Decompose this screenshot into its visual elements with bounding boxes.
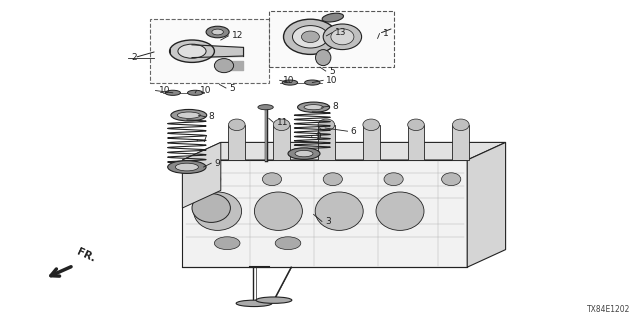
Ellipse shape (206, 26, 229, 38)
Bar (150, 19, 269, 83)
Ellipse shape (165, 90, 180, 95)
Ellipse shape (275, 237, 301, 250)
Ellipse shape (323, 24, 362, 50)
Ellipse shape (442, 173, 461, 186)
Ellipse shape (177, 112, 200, 118)
Text: 10: 10 (200, 86, 211, 95)
Ellipse shape (316, 50, 331, 66)
Ellipse shape (322, 13, 344, 22)
Ellipse shape (214, 59, 234, 73)
Text: 1: 1 (383, 29, 388, 38)
Text: 10: 10 (326, 76, 338, 85)
Text: 10: 10 (159, 86, 170, 95)
Ellipse shape (228, 119, 245, 131)
Ellipse shape (202, 173, 221, 186)
Ellipse shape (284, 19, 337, 54)
Ellipse shape (288, 148, 320, 159)
Bar (228, 125, 245, 160)
Ellipse shape (408, 119, 424, 131)
Ellipse shape (304, 105, 323, 110)
Ellipse shape (254, 192, 302, 230)
Ellipse shape (298, 102, 330, 112)
Ellipse shape (318, 119, 335, 131)
Text: 13: 13 (335, 28, 347, 37)
Text: FR.: FR. (75, 247, 97, 264)
Ellipse shape (214, 237, 240, 250)
Ellipse shape (194, 192, 242, 230)
Text: 2: 2 (131, 53, 137, 62)
Text: 9: 9 (315, 132, 321, 141)
Polygon shape (182, 160, 467, 267)
Text: 5: 5 (329, 67, 335, 76)
Bar (408, 125, 424, 160)
Bar (363, 125, 380, 160)
Ellipse shape (316, 192, 364, 230)
Ellipse shape (262, 173, 282, 186)
Text: 7: 7 (201, 135, 207, 144)
Text: 8: 8 (209, 112, 214, 121)
Polygon shape (182, 142, 506, 160)
Ellipse shape (168, 161, 206, 173)
Text: 10: 10 (283, 76, 294, 85)
Ellipse shape (171, 109, 207, 121)
Text: 6: 6 (351, 127, 356, 136)
Ellipse shape (363, 119, 380, 131)
Text: 3: 3 (325, 217, 331, 226)
Bar (318, 125, 335, 160)
Bar (273, 125, 290, 160)
Polygon shape (467, 142, 506, 267)
Ellipse shape (236, 300, 272, 307)
Ellipse shape (170, 40, 214, 62)
Ellipse shape (305, 80, 320, 85)
Text: 8: 8 (333, 102, 339, 111)
Ellipse shape (256, 297, 292, 303)
Ellipse shape (331, 29, 354, 45)
Ellipse shape (282, 80, 298, 85)
Ellipse shape (175, 163, 198, 171)
Ellipse shape (384, 173, 403, 186)
Ellipse shape (212, 29, 223, 35)
Text: 12: 12 (232, 31, 243, 40)
Bar (452, 125, 469, 160)
Ellipse shape (323, 173, 342, 186)
Ellipse shape (376, 192, 424, 230)
Text: 11: 11 (276, 118, 288, 127)
Ellipse shape (258, 105, 273, 110)
Bar (269, 11, 394, 67)
Ellipse shape (301, 31, 319, 43)
Ellipse shape (292, 26, 328, 48)
Ellipse shape (452, 119, 469, 131)
Text: 9: 9 (214, 159, 220, 168)
Ellipse shape (295, 150, 313, 157)
Ellipse shape (273, 119, 290, 131)
Text: TX84E1202: TX84E1202 (587, 305, 630, 314)
Ellipse shape (192, 194, 230, 222)
Ellipse shape (188, 90, 203, 95)
Polygon shape (182, 142, 221, 208)
Ellipse shape (178, 44, 206, 58)
Text: 5: 5 (229, 84, 235, 92)
